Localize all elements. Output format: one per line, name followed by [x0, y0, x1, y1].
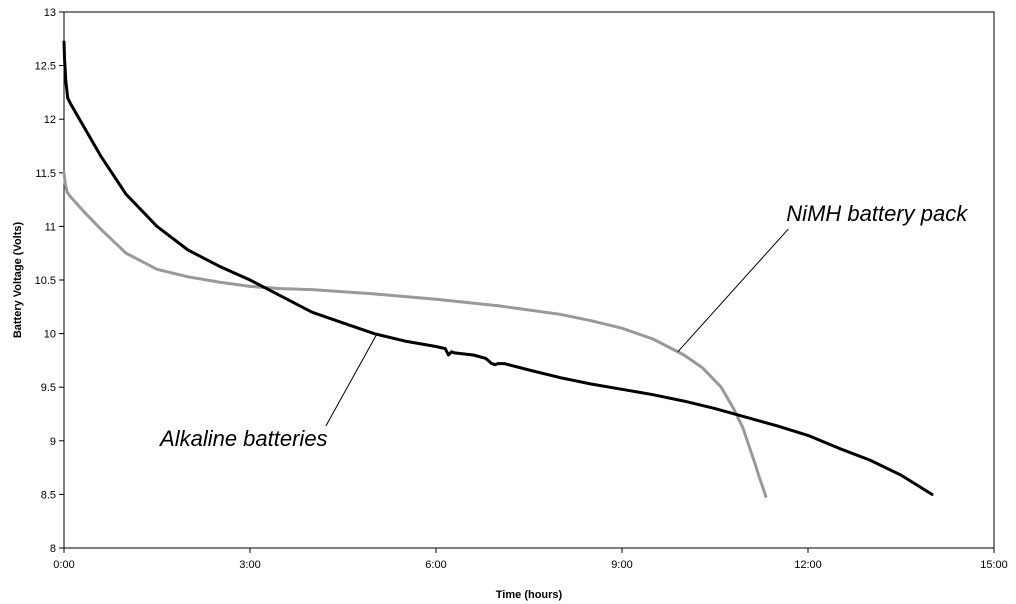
annotation-leader-nimh-battery-pack — [677, 228, 789, 353]
y-tick-label: 10 — [44, 329, 56, 341]
y-tick-label: 12.5 — [35, 61, 56, 73]
x-tick-label: 6:00 — [425, 559, 446, 571]
y-tick-label: 10.5 — [35, 275, 56, 287]
series-layer — [62, 40, 934, 498]
y-tick-label: 13 — [44, 7, 56, 19]
y-tick-label: 9.5 — [41, 382, 56, 394]
y-tick-label: 11 — [45, 221, 56, 233]
y-tick-label: 12 — [44, 114, 56, 126]
y-axis-ticks: 8 8.5 9 9.5 10 10.5 11 11.5 12 12.5 13 — [35, 7, 64, 555]
y-tick-label: 8 — [50, 543, 56, 555]
plot-area — [63, 11, 995, 549]
x-axis-title: Time (hours) — [496, 589, 563, 601]
x-tick-label: 9:00 — [611, 559, 632, 571]
y-axis-title: Battery Voltage (Volts) — [12, 222, 24, 339]
y-tick-label: 9 — [50, 436, 56, 448]
series-line-alkaline-batteries — [62, 40, 934, 496]
annotation-nimh-battery-pack: NiMH battery pack — [786, 201, 968, 226]
annotation-alkaline-batteries: Alkaline batteries — [158, 426, 328, 451]
series-line-nimh-battery-pack — [62, 171, 768, 498]
x-axis-ticks: 0:00 3:00 6:00 9:00 12:00 15:00 — [53, 548, 1008, 571]
annotation-layer: Alkaline batteries NiMH battery pack — [158, 201, 968, 451]
y-tick-label: 11.5 — [35, 168, 56, 180]
x-tick-label: 15:00 — [980, 559, 1008, 571]
x-tick-label: 0:00 — [53, 559, 74, 571]
x-tick-label: 3:00 — [239, 559, 260, 571]
y-tick-label: 8.5 — [41, 489, 56, 501]
x-tick-label: 12:00 — [794, 559, 822, 571]
annotation-leader-alkaline-batteries — [325, 333, 378, 427]
